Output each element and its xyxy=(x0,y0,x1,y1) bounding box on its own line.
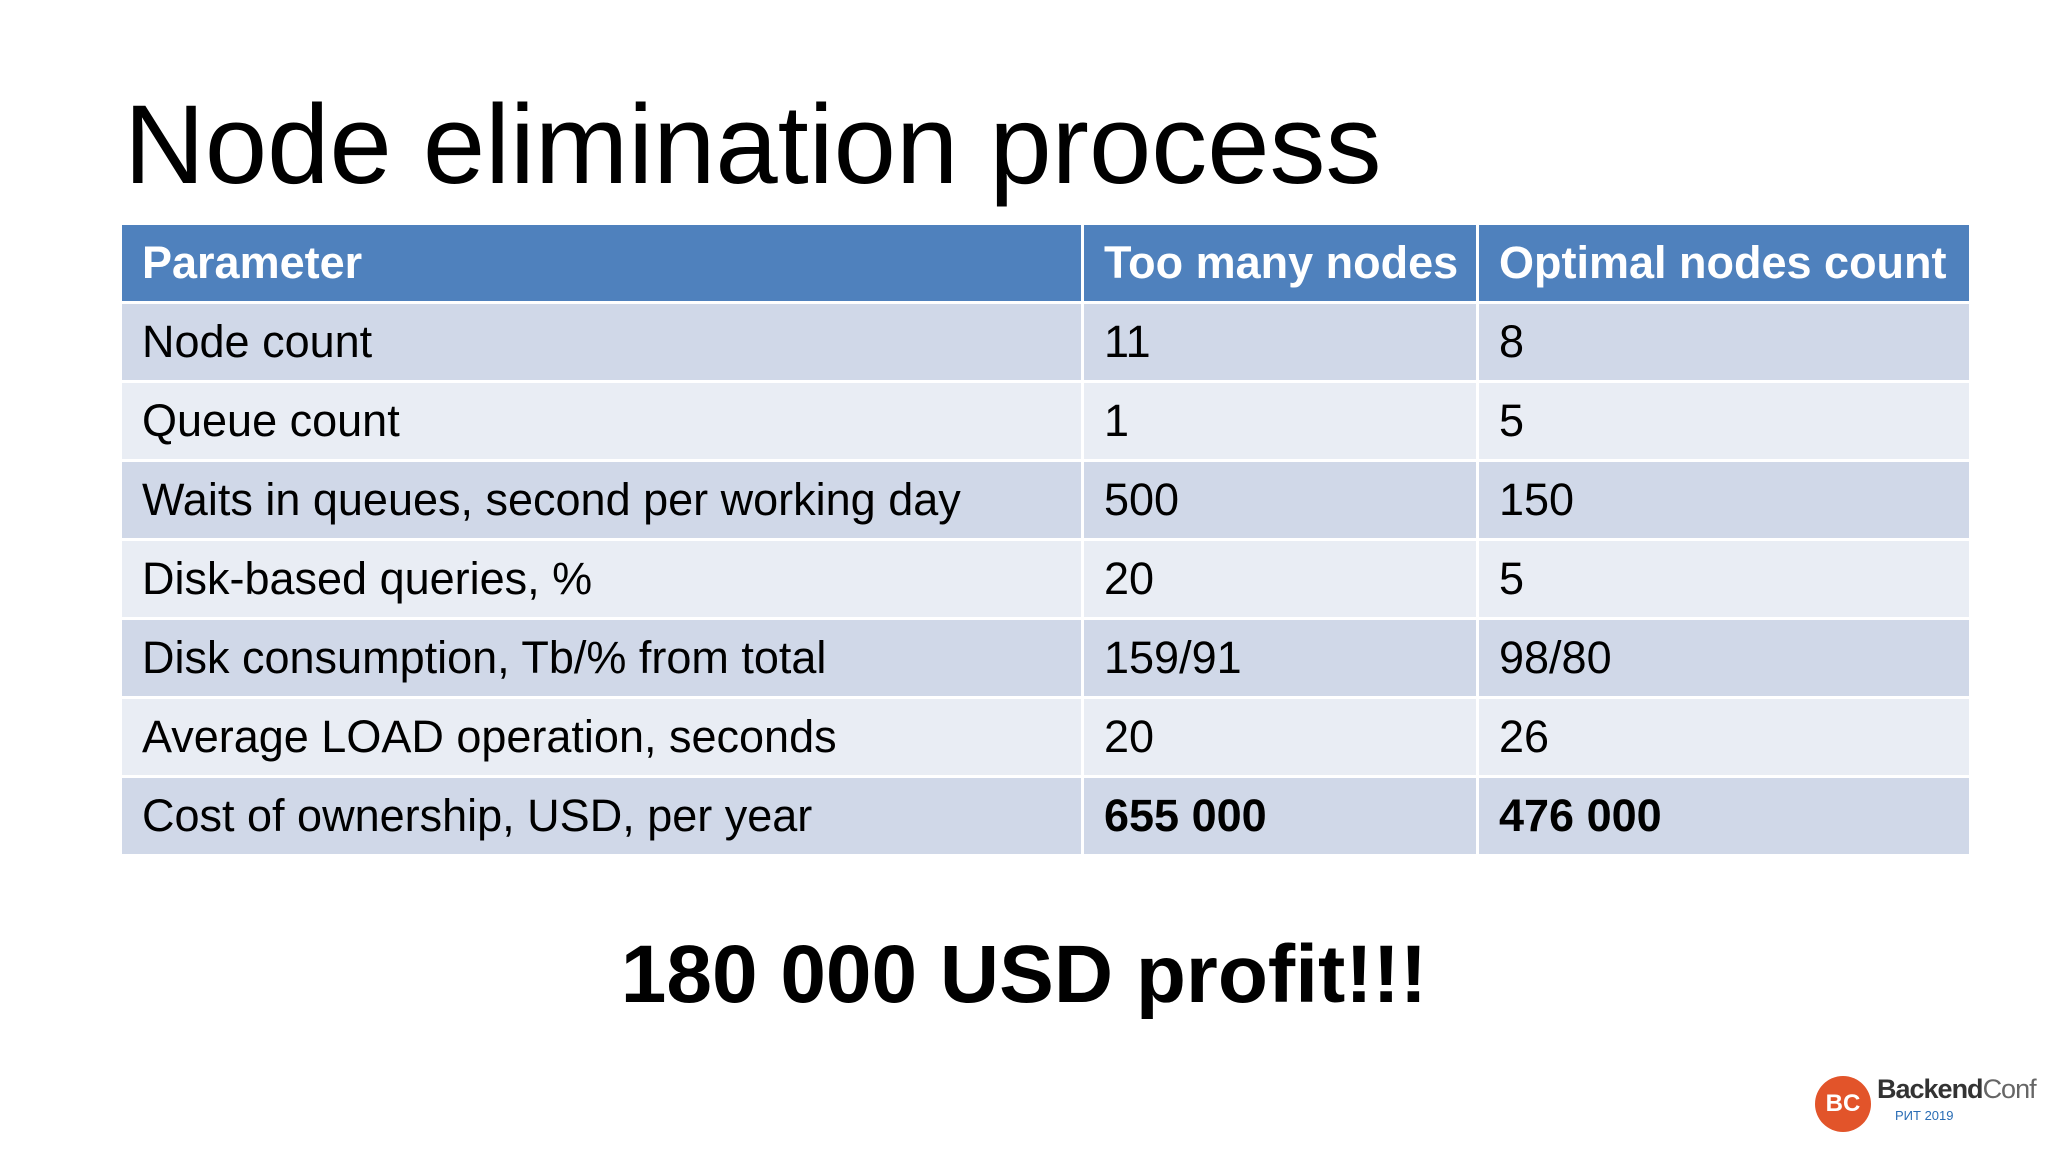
value-cell: 20 xyxy=(1081,538,1479,620)
parameter-cell: Average LOAD operation, seconds xyxy=(119,696,1084,778)
parameter-cell: Queue count xyxy=(119,380,1084,462)
parameter-cell: Node count xyxy=(119,301,1084,383)
conference-logo: BC BackendConf РИТ 2019 xyxy=(1815,1070,2037,1134)
value-cell: 26 xyxy=(1476,696,1972,778)
value-cell: 476 000 xyxy=(1476,775,1972,857)
table-row: Waits in queues, second per working day 5… xyxy=(119,459,1972,541)
value-cell: 5 xyxy=(1476,538,1972,620)
value-cell: 11 xyxy=(1081,301,1479,383)
table-row: Disk-based queries, % 20 5 xyxy=(119,538,1972,620)
header-row: Parameter Too many nodes Optimal nodes cou… xyxy=(119,222,1972,304)
value-cell: 20 xyxy=(1081,696,1479,778)
value-cell: 1 xyxy=(1081,380,1479,462)
header-cell: Too many nodes xyxy=(1081,222,1479,304)
header-cell: Parameter xyxy=(119,222,1084,304)
logo-name-light: Conf xyxy=(1982,1074,2037,1104)
table-row: Node count 11 8 xyxy=(119,301,1972,383)
logo-name-bold: Backend xyxy=(1877,1074,1984,1104)
logo-badge: BC xyxy=(1815,1076,1871,1132)
header-cell: Optimal nodes count xyxy=(1476,222,1972,304)
parameter-cell: Waits in queues, second per working day xyxy=(119,459,1084,541)
value-cell: 655 000 xyxy=(1081,775,1479,857)
slide-title: Node elimination process xyxy=(124,82,1382,207)
table-row: Average LOAD operation, seconds 20 26 xyxy=(119,696,1972,778)
value-cell: 500 xyxy=(1081,459,1479,541)
logo-subtitle: РИТ 2019 xyxy=(1895,1108,1954,1123)
value-cell: 98/80 xyxy=(1476,617,1972,699)
logo-name: BackendConf xyxy=(1877,1074,2037,1105)
table-row: Queue count 1 5 xyxy=(119,380,1972,462)
parameter-cell: Disk consumption, Tb/% from total xyxy=(119,617,1084,699)
parameter-cell: Disk-based queries, % xyxy=(119,538,1084,620)
table-row: Cost of ownership, USD, per year 655 000 4… xyxy=(119,775,1972,857)
profit-summary: 180 000 USD profit!!! xyxy=(620,929,1428,1020)
value-cell: 159/91 xyxy=(1081,617,1479,699)
value-cell: 5 xyxy=(1476,380,1972,462)
parameter-cell: Cost of ownership, USD, per year xyxy=(119,775,1084,857)
table-row: Disk consumption, Tb/% from total 159/91 9… xyxy=(119,617,1972,699)
value-cell: 8 xyxy=(1476,301,1972,383)
value-cell: 150 xyxy=(1476,459,1972,541)
comparison-table: Parameter Too many nodes Optimal nodes cou… xyxy=(119,222,1972,857)
